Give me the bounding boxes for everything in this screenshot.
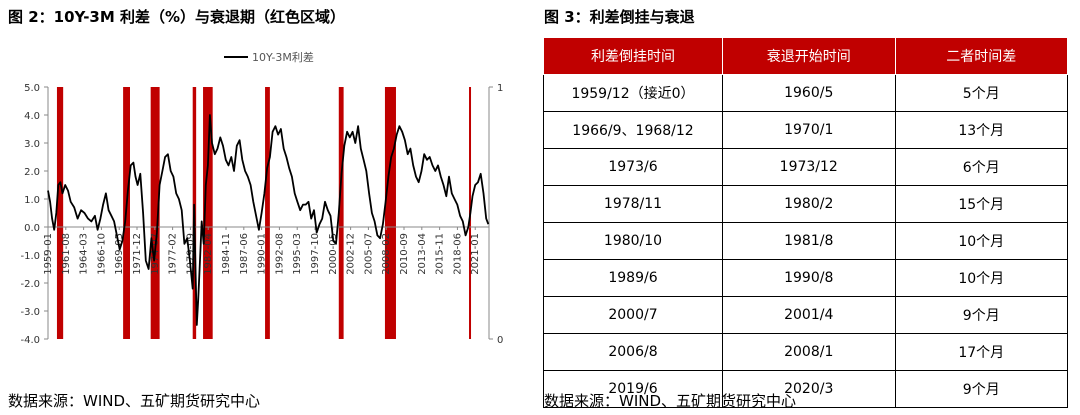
- left-source-note: 数据来源：WIND、五矿期货研究中心: [8, 392, 261, 410]
- table-row: 1966/9、1968/12 1970/1 13个月: [543, 111, 1068, 149]
- table-cell: 1966/9、1968/12: [543, 111, 723, 149]
- y-tick-label: -2.0: [20, 279, 40, 290]
- table-cell: 2006/8: [543, 333, 723, 371]
- x-tick-label: 2010-09: [399, 233, 410, 275]
- table-cell: 2000/7: [543, 296, 723, 334]
- x-tick-label: 2000-05: [328, 233, 339, 275]
- table-row: 2019/6 2020/3 9个月: [543, 370, 1068, 408]
- y-tick-label: 5.0: [24, 83, 40, 94]
- recession-bar: [384, 87, 396, 339]
- table-header-cell: 利差倒挂时间: [543, 37, 723, 75]
- x-tick-label: 1997-10: [310, 233, 321, 275]
- recession-bar: [150, 87, 160, 339]
- x-tick-label: 1966-10: [96, 233, 107, 275]
- x-tick-label: 1977-02: [168, 233, 179, 275]
- x-tick-label: 1964-03: [79, 233, 90, 275]
- table-cell: 5个月: [894, 74, 1068, 112]
- x-tick-label: 1971-12: [132, 233, 143, 275]
- table-cell: 1981/8: [722, 222, 896, 260]
- x-tick-label: 1984-11: [221, 233, 232, 275]
- table-row: 1959/12（接近0） 1960/5 5个月: [543, 74, 1068, 112]
- table-cell: 1973/6: [543, 148, 723, 186]
- table-row: 1989/6 1990/8 10个月: [543, 259, 1068, 297]
- table-body: 1959/12（接近0） 1960/5 5个月 1966/9、1968/12 1970/…: [543, 74, 1068, 408]
- x-tick-label: 2018-06: [452, 233, 463, 275]
- table-cell: 2008/1: [722, 333, 896, 371]
- table-cell: 1978/11: [543, 185, 723, 223]
- table-row: 2000/7 2001/4 9个月: [543, 296, 1068, 334]
- table-cell: 9个月: [894, 370, 1068, 408]
- table-row: 2006/8 2008/1 17个月: [543, 333, 1068, 371]
- left-figure-title: 图 2：10Y-3M 利差（%）与衰退期（红色区域）: [8, 8, 346, 26]
- x-tick-label: 2008-02: [381, 233, 392, 275]
- x-tick-label: 1990-01: [257, 233, 268, 275]
- right-figure-title: 图 3：利差倒挂与衰退: [544, 8, 695, 26]
- x-tick-label: 2013-04: [417, 233, 428, 275]
- recession-bar: [56, 87, 64, 339]
- x-tick-label: 1979-09: [185, 233, 196, 275]
- recession-bar: [203, 87, 213, 339]
- x-tick-label: 1961-08: [61, 233, 72, 275]
- spread-chart: 5.0 4.0 3.0 2.0 1.0 0.0 -1.0 -2.0 -3.0 -4.0 1 0 1959…: [20, 50, 503, 346]
- legend-label: 10Y-3M利差: [252, 50, 314, 64]
- table-cell: 10个月: [894, 259, 1068, 297]
- table-cell: 10个月: [894, 222, 1068, 260]
- table-cell: 9个月: [894, 296, 1068, 334]
- table-cell: 2019/6: [543, 370, 723, 408]
- table-cell: 6个月: [894, 148, 1068, 186]
- table-cell: 1980/2: [722, 185, 896, 223]
- table-cell: 17个月: [894, 333, 1068, 371]
- y-tick-label: -1.0: [20, 251, 40, 262]
- y-tick-label: 1.0: [24, 195, 40, 206]
- table-cell: 15个月: [894, 185, 1068, 223]
- table-row: 1978/11 1980/2 15个月: [543, 185, 1068, 223]
- x-tick-label: 2002-12: [346, 233, 357, 275]
- table-cell: 2001/4: [722, 296, 896, 334]
- x-tick-label: 1969-05: [114, 233, 125, 275]
- x-tick-label: 1959-01: [43, 233, 54, 275]
- table-cell: 1960/5: [722, 74, 896, 112]
- x-tick-label: 2015-11: [435, 233, 446, 275]
- table-cell: 1970/1: [722, 111, 896, 149]
- table-row: 1980/10 1981/8 10个月: [543, 222, 1068, 260]
- table-header-row: 利差倒挂时间 衰退开始时间 二者时间差: [543, 37, 1068, 75]
- y2-tick-label: 0: [497, 335, 503, 346]
- recession-bar: [265, 87, 270, 339]
- y-tick-label: 0.0: [24, 223, 40, 234]
- table-cell: 1973/12: [722, 148, 896, 186]
- table-header-cell: 二者时间差: [894, 37, 1068, 75]
- table-cell: 1980/10: [543, 222, 723, 260]
- y-tick-label: 4.0: [24, 111, 40, 122]
- x-tick-label: 2021-01: [470, 233, 481, 275]
- right-source-note: 数据来源：WIND、五矿期货研究中心: [544, 392, 797, 410]
- table-row: 1973/6 1973/12 6个月: [543, 148, 1068, 186]
- table-cell: 1989/6: [543, 259, 723, 297]
- y2-tick-label: 1: [497, 83, 503, 94]
- y-tick-label: 3.0: [24, 139, 40, 150]
- x-tick-label: 1992-08: [274, 233, 285, 275]
- table-header-cell: 衰退开始时间: [722, 37, 896, 75]
- table-cell: 2020/3: [722, 370, 896, 408]
- x-tick-label: 1995-03: [292, 233, 303, 275]
- y-tick-label: -3.0: [20, 307, 40, 318]
- y-tick-label: -4.0: [20, 335, 40, 346]
- table-cell: 13个月: [894, 111, 1068, 149]
- recession-bar: [338, 87, 344, 339]
- x-tick-label: 2005-07: [363, 233, 374, 275]
- y-tick-label: 2.0: [24, 167, 40, 178]
- table-cell: 1959/12（接近0）: [543, 74, 723, 112]
- table-cell: 1990/8: [722, 259, 896, 297]
- x-tick-label: 1987-06: [239, 233, 250, 275]
- series-line-spread: [47, 114, 490, 326]
- inversion-recession-table: 利差倒挂时间 衰退开始时间 二者时间差 1959/12（接近0） 1960/5 5个月 1…: [543, 37, 1068, 408]
- x-tick-label: 1982-04: [203, 233, 214, 275]
